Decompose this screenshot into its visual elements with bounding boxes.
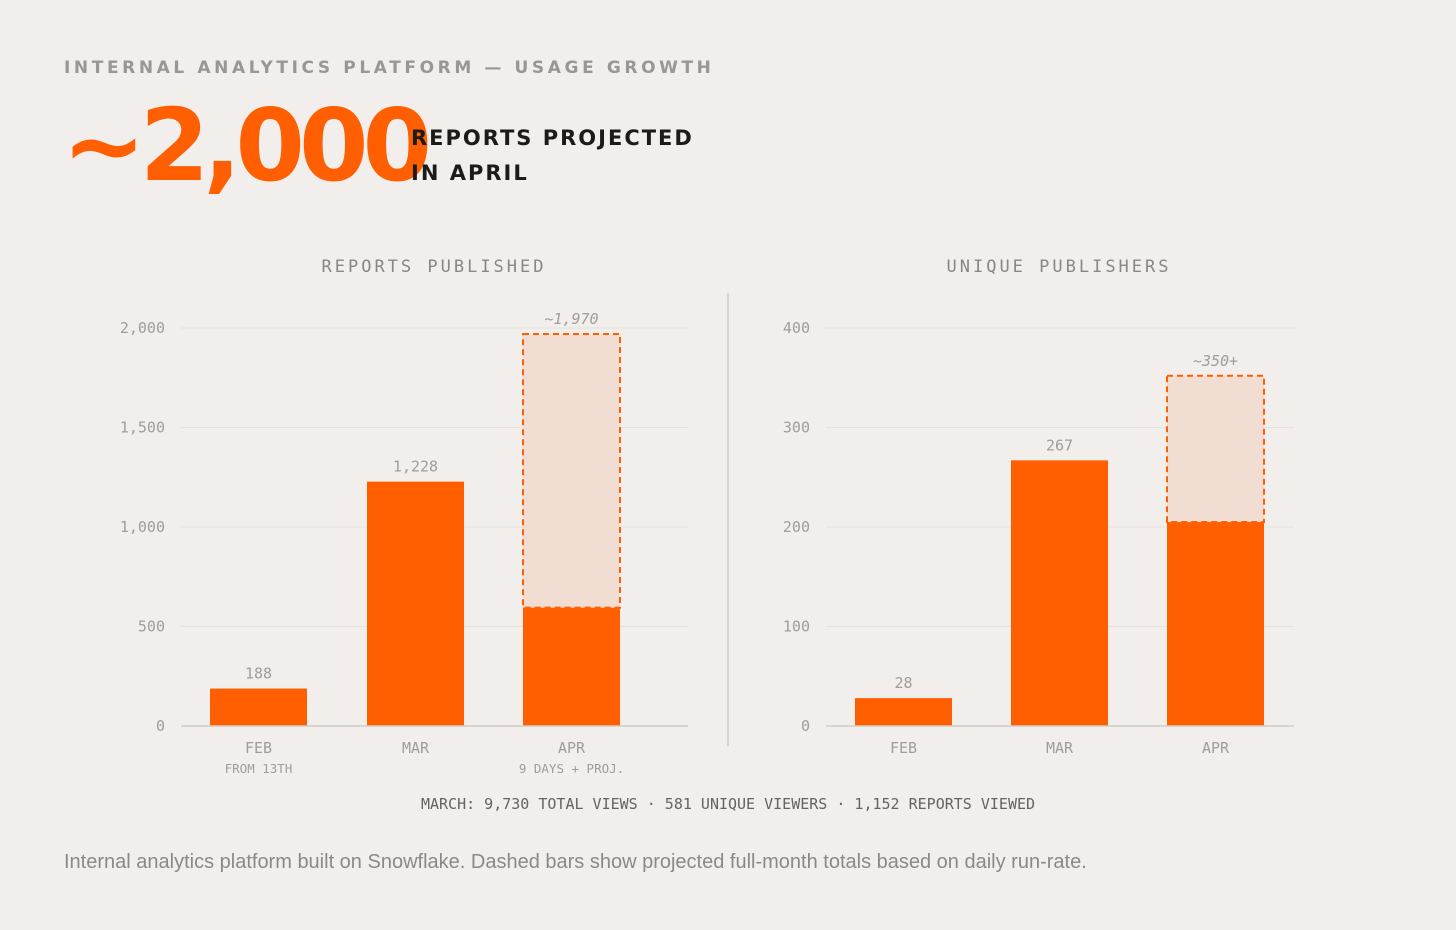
y-tick-label: 2,000 — [120, 319, 165, 337]
y-tick-label: 300 — [783, 419, 810, 437]
hero-label: REPORTS PROJECTED IN APRIL — [411, 121, 694, 191]
chart-title: REPORTS PUBLISHED — [322, 257, 547, 277]
bar-apr — [1167, 522, 1264, 726]
x-tick-label: MAR — [402, 739, 430, 757]
bar-value-label: 188 — [245, 665, 272, 683]
y-tick-label: 200 — [783, 518, 810, 536]
x-tick-label: MAR — [1046, 739, 1074, 757]
x-tick-label: FEB — [245, 739, 272, 757]
eyebrow-title: INTERNAL ANALYTICS PLATFORM — USAGE GROW… — [64, 58, 715, 78]
bar-feb — [855, 698, 952, 726]
y-tick-label: 500 — [138, 618, 165, 636]
x-tick-label: APR — [1202, 739, 1230, 757]
y-tick-label: 1,000 — [120, 518, 165, 536]
bar-apr — [523, 607, 620, 726]
x-tick-sublabel: 9 DAYS + PROJ. — [519, 761, 624, 776]
march-stats: MARCH: 9,730 TOTAL VIEWS · 581 UNIQUE VI… — [420, 795, 1036, 813]
footnote-caption: Internal analytics platform built on Sno… — [64, 851, 1087, 873]
projected-bar-apr — [1166, 374, 1265, 524]
bar-mar — [1011, 460, 1108, 726]
x-tick-label: FEB — [890, 739, 917, 757]
projected-bar-apr — [522, 332, 621, 609]
hero-value: ~2,000 — [62, 87, 432, 204]
bar-feb — [210, 688, 307, 726]
projected-value-label: ~1,970 — [544, 310, 598, 328]
bar-value-label: 267 — [1046, 436, 1073, 454]
y-tick-label: 100 — [783, 618, 810, 636]
chart-title: UNIQUE PUBLISHERS — [947, 257, 1172, 277]
y-tick-label: 0 — [156, 717, 165, 735]
bar-value-label: 1,228 — [393, 458, 438, 476]
bar-mar — [367, 481, 464, 726]
bar-value-label: 28 — [894, 674, 912, 692]
x-tick-sublabel: FROM 13TH — [225, 761, 293, 776]
y-tick-label: 400 — [783, 319, 810, 337]
hero-label-line2: IN APRIL — [411, 161, 529, 185]
y-tick-label: 0 — [801, 717, 810, 735]
x-tick-label: APR — [558, 739, 586, 757]
y-tick-label: 1,500 — [120, 419, 165, 437]
projected-value-label: ~350+ — [1193, 352, 1238, 370]
hero-label-line1: REPORTS PROJECTED — [411, 126, 694, 150]
